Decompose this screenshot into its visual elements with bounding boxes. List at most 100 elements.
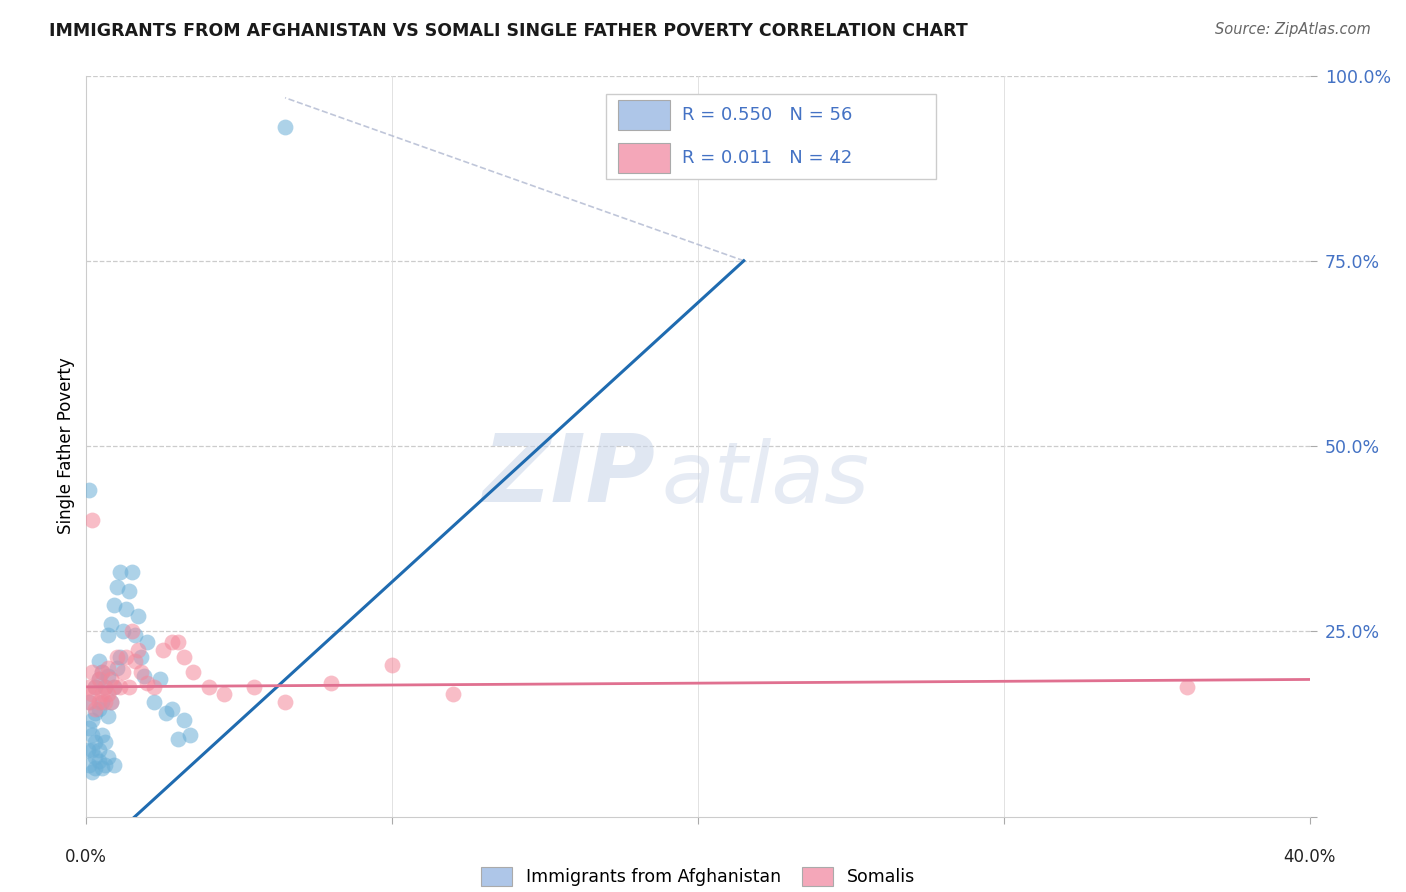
Point xyxy=(160,635,183,649)
Point xyxy=(142,680,165,694)
Point xyxy=(79,721,101,735)
Point xyxy=(167,635,190,649)
Point xyxy=(381,657,404,672)
Point xyxy=(82,765,104,780)
Point xyxy=(103,757,125,772)
Point xyxy=(100,673,122,687)
Point xyxy=(87,702,110,716)
Text: Source: ZipAtlas.com: Source: ZipAtlas.com xyxy=(1215,22,1371,37)
Point xyxy=(167,731,190,746)
Point xyxy=(108,650,131,665)
Point xyxy=(100,695,122,709)
Point xyxy=(115,602,138,616)
Point xyxy=(87,673,110,687)
Point xyxy=(149,673,172,687)
Point xyxy=(90,728,112,742)
Point xyxy=(124,654,146,668)
Point xyxy=(79,757,101,772)
Y-axis label: Single Father Poverty: Single Father Poverty xyxy=(58,358,75,534)
Point xyxy=(79,695,101,709)
Point xyxy=(155,706,177,720)
Point xyxy=(121,624,143,639)
Point xyxy=(90,665,112,679)
Point xyxy=(118,583,141,598)
Point xyxy=(93,680,115,694)
Point xyxy=(82,743,104,757)
Point xyxy=(97,709,120,723)
Point xyxy=(82,713,104,727)
Legend: Immigrants from Afghanistan, Somalis: Immigrants from Afghanistan, Somalis xyxy=(474,860,922,892)
Point xyxy=(136,676,159,690)
Point xyxy=(84,706,107,720)
Point xyxy=(79,483,101,498)
Point xyxy=(111,665,134,679)
Point xyxy=(87,695,110,709)
Point xyxy=(84,680,107,694)
Text: ZIP: ZIP xyxy=(482,430,655,522)
Point xyxy=(274,120,297,135)
Point xyxy=(84,750,107,764)
Point xyxy=(87,654,110,668)
Point xyxy=(90,695,112,709)
Text: atlas: atlas xyxy=(661,438,869,521)
Point xyxy=(115,650,138,665)
Point xyxy=(90,687,112,701)
Text: IMMIGRANTS FROM AFGHANISTAN VS SOMALI SINGLE FATHER POVERTY CORRELATION CHART: IMMIGRANTS FROM AFGHANISTAN VS SOMALI SI… xyxy=(49,22,967,40)
Point xyxy=(93,680,115,694)
Point xyxy=(103,680,125,694)
Point xyxy=(82,665,104,679)
Text: 0.0%: 0.0% xyxy=(65,847,107,866)
Point xyxy=(124,628,146,642)
FancyBboxPatch shape xyxy=(619,100,669,129)
Point xyxy=(79,680,101,694)
Point xyxy=(131,665,153,679)
Point xyxy=(441,687,464,701)
Point xyxy=(118,680,141,694)
Point xyxy=(274,695,297,709)
Point xyxy=(197,680,219,694)
Point xyxy=(105,650,128,665)
Point xyxy=(79,695,101,709)
Point xyxy=(212,687,235,701)
Point xyxy=(152,642,174,657)
Point xyxy=(93,757,115,772)
Point xyxy=(97,687,120,701)
Point xyxy=(76,743,98,757)
Point xyxy=(103,680,125,694)
Point xyxy=(87,673,110,687)
Point xyxy=(108,680,131,694)
Point xyxy=(90,665,112,679)
Point xyxy=(97,661,120,675)
Point xyxy=(87,743,110,757)
Text: 40.0%: 40.0% xyxy=(1284,847,1336,866)
Point xyxy=(319,676,342,690)
Point xyxy=(179,728,201,742)
FancyBboxPatch shape xyxy=(606,94,936,179)
Point xyxy=(136,635,159,649)
Text: R = 0.550   N = 56: R = 0.550 N = 56 xyxy=(682,106,852,124)
Point xyxy=(127,609,149,624)
Point xyxy=(103,599,125,613)
Point xyxy=(84,735,107,749)
Point xyxy=(97,628,120,642)
Point xyxy=(142,695,165,709)
Point xyxy=(160,702,183,716)
Text: R = 0.011   N = 42: R = 0.011 N = 42 xyxy=(682,149,852,167)
Point xyxy=(84,680,107,694)
Point xyxy=(90,761,112,775)
Point xyxy=(121,565,143,579)
Point xyxy=(87,754,110,768)
Point xyxy=(82,687,104,701)
Point xyxy=(100,616,122,631)
Point xyxy=(105,661,128,675)
Point xyxy=(243,680,266,694)
Point xyxy=(93,735,115,749)
Point xyxy=(134,669,156,683)
Point xyxy=(108,565,131,579)
Point xyxy=(131,650,153,665)
Point xyxy=(82,728,104,742)
Point xyxy=(84,761,107,775)
Point xyxy=(100,695,122,709)
Point xyxy=(82,513,104,527)
Point xyxy=(1175,680,1198,694)
